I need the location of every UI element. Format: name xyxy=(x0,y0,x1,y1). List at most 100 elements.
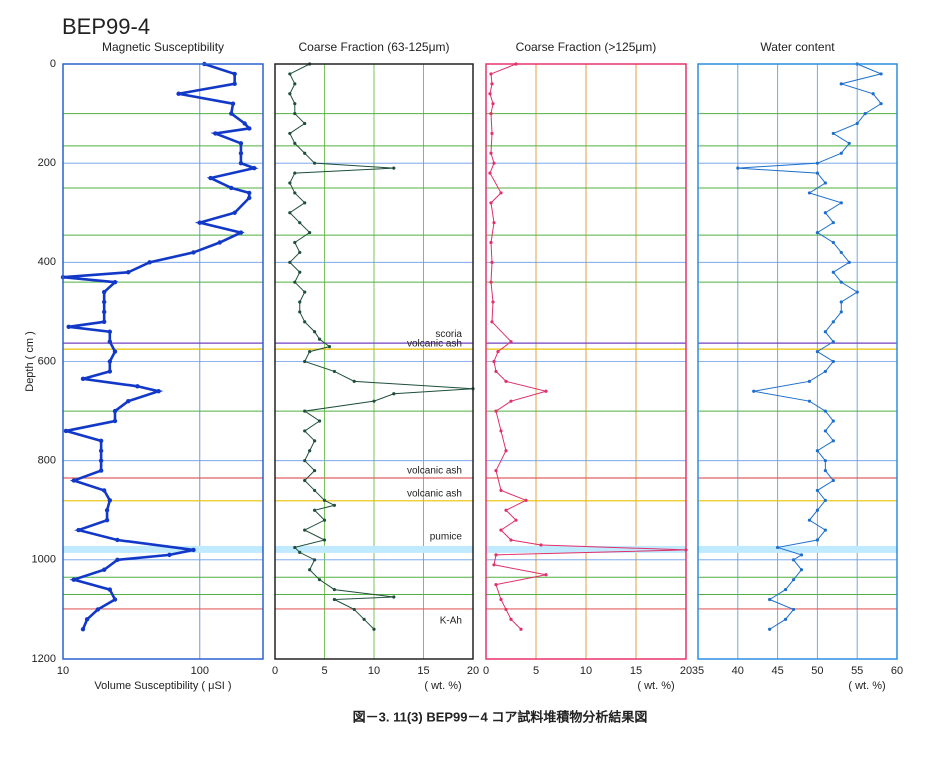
data-point xyxy=(293,240,297,245)
data-point xyxy=(293,545,297,550)
data-point xyxy=(544,573,548,577)
data-point xyxy=(863,111,867,116)
data-point xyxy=(839,300,843,304)
data-point xyxy=(839,310,843,314)
data-point xyxy=(298,250,302,255)
data-point xyxy=(823,181,827,185)
data-point xyxy=(126,398,131,404)
data-point xyxy=(288,260,292,264)
data-point xyxy=(229,111,234,116)
x-tick-label: 45 xyxy=(771,665,783,677)
data-point xyxy=(308,568,312,572)
panel-frame xyxy=(485,63,687,660)
data-point xyxy=(322,518,327,522)
data-point xyxy=(107,587,113,592)
data-point xyxy=(238,230,244,235)
data-point xyxy=(308,349,312,354)
data-point xyxy=(322,498,327,502)
data-point xyxy=(293,82,297,86)
data-point xyxy=(815,230,820,235)
data-point xyxy=(499,191,503,195)
tephra-band xyxy=(275,545,473,553)
data-point xyxy=(76,527,81,533)
panel-title: Water content xyxy=(760,40,835,54)
data-point xyxy=(490,131,494,136)
data-point xyxy=(303,359,307,364)
data-point xyxy=(107,339,113,344)
data-point xyxy=(293,141,297,145)
x-tick-label: 60 xyxy=(891,665,903,677)
tephra-band xyxy=(63,545,263,553)
data-point xyxy=(298,310,302,314)
data-point xyxy=(544,389,548,393)
data-point xyxy=(191,547,196,553)
data-point xyxy=(213,131,218,136)
data-point xyxy=(313,488,317,493)
data-point xyxy=(98,458,104,463)
data-point xyxy=(176,91,181,96)
data-point xyxy=(317,419,322,423)
data-point xyxy=(303,429,307,433)
data-point xyxy=(293,102,297,106)
data-point xyxy=(101,309,107,315)
data-point xyxy=(317,337,322,341)
data-point xyxy=(303,151,307,155)
y-tick-label: 400 xyxy=(38,256,56,268)
data-point xyxy=(392,392,396,396)
annotation-label: volcanic ash xyxy=(407,339,462,350)
data-point xyxy=(492,161,496,165)
data-point xyxy=(288,211,292,215)
data-point xyxy=(392,595,396,599)
data-point xyxy=(230,101,236,106)
panel-frame xyxy=(697,63,898,660)
data-point xyxy=(115,557,120,563)
x-axis-label: ( wt. %) xyxy=(424,680,461,692)
tephra-band xyxy=(698,545,897,553)
data-point xyxy=(807,191,812,195)
data-point xyxy=(327,345,332,349)
data-point xyxy=(847,260,851,264)
data-point xyxy=(98,448,104,453)
data-point xyxy=(855,290,859,294)
data-point xyxy=(156,389,161,394)
x-tick-label: 20 xyxy=(467,665,479,677)
data-point xyxy=(332,597,336,602)
data-point xyxy=(352,607,356,612)
data-point xyxy=(514,518,518,522)
data-point xyxy=(823,409,827,413)
data-point xyxy=(494,583,498,587)
data-point xyxy=(112,597,118,602)
data-point xyxy=(504,379,508,383)
data-point xyxy=(313,558,317,562)
data-point xyxy=(815,538,820,542)
data-point xyxy=(112,408,118,414)
data-point xyxy=(392,166,396,170)
data-point xyxy=(791,558,796,562)
data-point xyxy=(879,72,883,76)
x-tick-label: 0 xyxy=(483,665,489,677)
x-tick-label: 5 xyxy=(321,665,327,677)
data-point xyxy=(499,528,503,532)
x-tick-label: 0 xyxy=(272,665,278,677)
data-point xyxy=(488,171,492,175)
data-point xyxy=(489,151,493,155)
data-point xyxy=(494,369,498,374)
annotation-label: volcanic ash xyxy=(407,488,462,499)
panel-title: Coarse Fraction (63-125μm) xyxy=(299,40,450,54)
data-point xyxy=(238,151,244,156)
data-point xyxy=(303,320,307,324)
data-point xyxy=(232,71,237,77)
data-point xyxy=(489,111,493,116)
data-point xyxy=(490,320,494,324)
data-point xyxy=(823,468,827,473)
data-point xyxy=(831,478,835,483)
data-point xyxy=(303,121,307,126)
annotation-label: K-Ah xyxy=(440,616,462,627)
data-point xyxy=(372,399,376,403)
tephra-band xyxy=(486,545,686,553)
data-point xyxy=(303,201,307,205)
x-tick-label: 15 xyxy=(417,665,429,677)
data-point xyxy=(66,324,71,329)
x-tick-label: 50 xyxy=(811,665,823,677)
data-point xyxy=(791,607,796,612)
